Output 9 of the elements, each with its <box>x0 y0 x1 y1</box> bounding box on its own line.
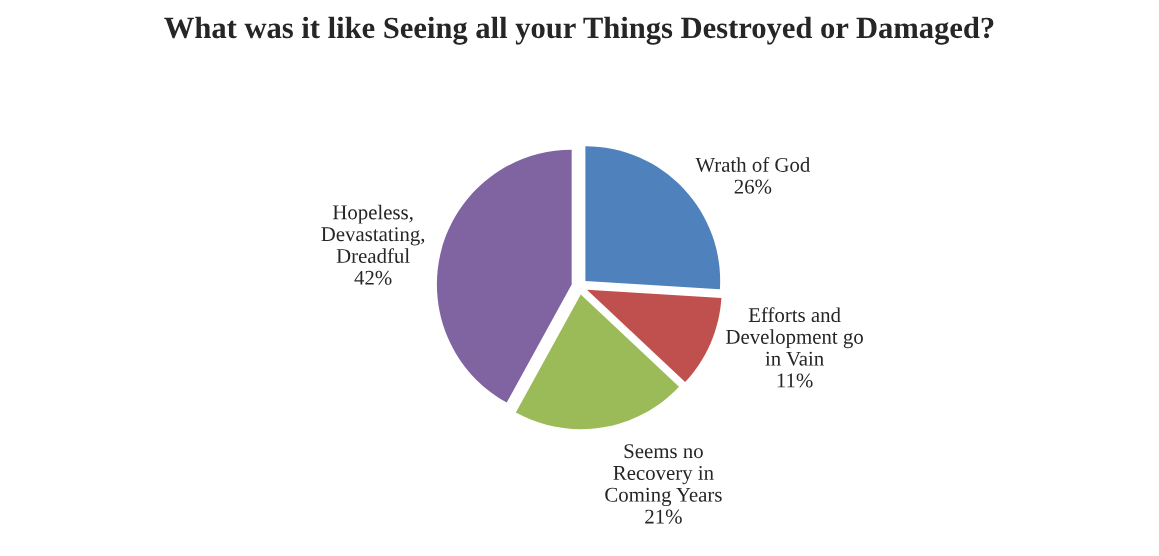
slice-label: Hopeless, Devastating, Dreadful <box>321 204 425 264</box>
chart-title: What was it like Seeing all your Things Destroyed or Damaged? <box>164 16 994 45</box>
data-label: 11% <box>777 373 813 388</box>
data-label: 21% <box>645 509 682 524</box>
slice-label: Efforts and Development go in Vain <box>726 307 863 366</box>
slice-label: Seems no Recovery in Coming Years <box>605 444 722 507</box>
data-label: 26% <box>734 179 772 194</box>
data-label: 42% <box>354 270 392 285</box>
slice-label: Wrath of God <box>695 157 811 172</box>
